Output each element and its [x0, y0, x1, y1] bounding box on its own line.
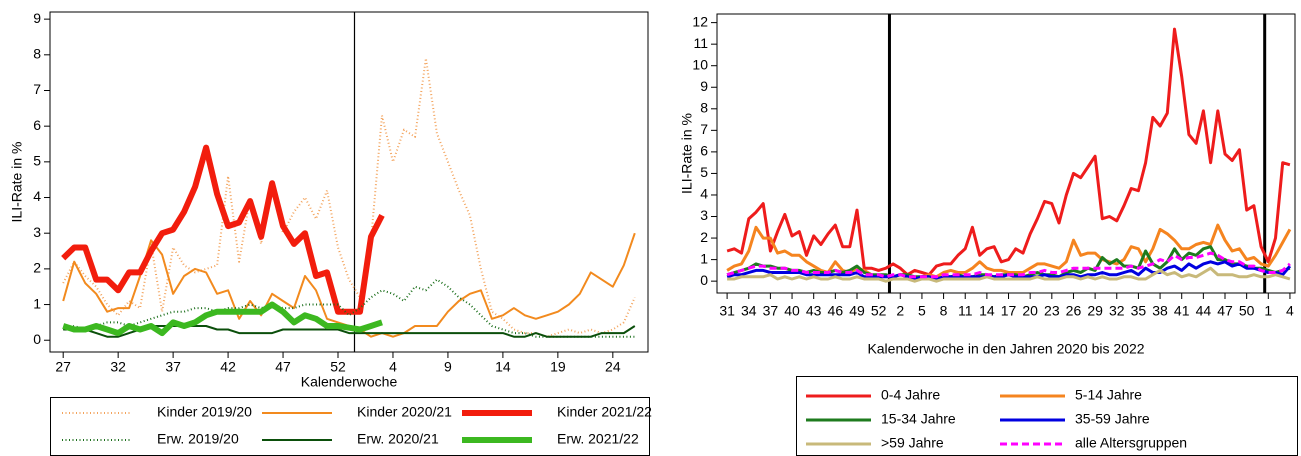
legend-label: 5-14 Jahre — [1075, 387, 1142, 403]
x-tick-label: 47 — [1217, 303, 1233, 319]
x-tick-label: 37 — [165, 359, 181, 375]
series-line — [62, 301, 383, 337]
x-tick-label: 17 — [1001, 303, 1017, 319]
x-tick-label: 52 — [871, 303, 887, 319]
x-tick-label: 49 — [849, 303, 865, 319]
x-tick-label: 52 — [330, 359, 346, 375]
x-tick-label: 24 — [605, 359, 621, 375]
series-line — [726, 251, 1291, 279]
y-tick-label: 1 — [33, 295, 41, 311]
x-tick-label: 29 — [1087, 303, 1103, 319]
y-tick-label: 2 — [33, 260, 41, 276]
x-tick-label: 44 — [1196, 303, 1212, 319]
series-line — [63, 325, 636, 338]
x-tick-label: 14 — [495, 359, 511, 375]
legend-label: Kinder 2020/21 — [357, 404, 452, 420]
y-tick-label: 10 — [692, 56, 708, 72]
legend-label: alle Altersgruppen — [1075, 435, 1187, 451]
x-tick-label: 41 — [1174, 303, 1190, 319]
x-tick-label: 37 — [763, 303, 779, 319]
x-tick-label: 26 — [1066, 303, 1082, 319]
y-tick-label: 1 — [700, 250, 708, 266]
legend-label: >59 Jahre — [881, 435, 944, 451]
legend-label: 15-34 Jahre — [881, 411, 956, 427]
x-tick-label: 27 — [55, 359, 71, 375]
x-tick-label: 38 — [1152, 303, 1168, 319]
y-tick-label: 0 — [700, 272, 708, 288]
x-tick-label: 9 — [444, 359, 452, 375]
y-tick-label: 2 — [700, 229, 708, 245]
series-line — [727, 266, 1291, 283]
legend-label: Erw. 2019/20 — [157, 431, 239, 447]
y-tick-label: 5 — [33, 153, 41, 169]
y-tick-label: 3 — [33, 224, 41, 240]
plot-frame — [49, 11, 649, 353]
x-tick-label: 5 — [918, 303, 926, 319]
y-tick-label: 4 — [33, 188, 41, 204]
legend-box — [796, 376, 1298, 456]
x-tick-label: 32 — [1109, 303, 1125, 319]
x-tick-label: 2 — [896, 303, 904, 319]
y-tick-label: 6 — [33, 117, 41, 133]
x-tick-label: 23 — [1044, 303, 1060, 319]
legend-label: Erw. 2021/22 — [557, 431, 639, 447]
y-axis-label: ILI-Rate in % — [9, 142, 25, 223]
legend-label: Erw. 2020/21 — [357, 431, 439, 447]
y-tick-label: 9 — [33, 10, 41, 26]
x-tick-label: 19 — [550, 359, 566, 375]
x-tick-label: 40 — [784, 303, 800, 319]
legend-label: 35-59 Jahre — [1075, 411, 1150, 427]
x-axis-label: Kalenderwoche — [301, 374, 398, 390]
y-tick-label: 7 — [33, 81, 41, 97]
y-tick-label: 12 — [692, 13, 708, 29]
x-tick-label: 8 — [940, 303, 948, 319]
y-tick-label: 3 — [700, 207, 708, 223]
series-line — [62, 57, 636, 338]
x-tick-label: 32 — [110, 359, 126, 375]
x-axis-label: Kalenderwoche in den Jahren 2020 bis 202… — [867, 341, 1144, 357]
y-axis-label: ILI-Rate in % — [679, 113, 695, 194]
x-tick-label: 11 — [958, 303, 973, 319]
y-tick-label: 6 — [700, 143, 708, 159]
x-tick-label: 14 — [979, 303, 995, 319]
y-tick-label: 7 — [700, 121, 708, 137]
y-tick-label: 5 — [700, 164, 708, 180]
legend-label: 0-4 Jahre — [881, 387, 940, 403]
x-tick-label: 1 — [1264, 303, 1272, 319]
x-tick-label: 47 — [275, 359, 291, 375]
series-line — [726, 223, 1292, 281]
y-tick-label: 8 — [700, 99, 708, 115]
x-tick-label: 43 — [806, 303, 822, 319]
legend-label: Kinder 2021/22 — [557, 404, 652, 420]
plot-frame — [716, 13, 1296, 294]
x-tick-label: 34 — [741, 303, 757, 319]
y-tick-label: 0 — [33, 331, 41, 347]
x-tick-label: 46 — [828, 303, 844, 319]
legend-label: Kinder 2019/20 — [157, 404, 252, 420]
legend-box — [50, 397, 650, 456]
y-tick-label: 4 — [700, 186, 708, 202]
y-tick-label: 11 — [693, 35, 708, 51]
series-line — [62, 232, 636, 338]
y-tick-label: 9 — [700, 78, 708, 94]
x-tick-label: 4 — [1286, 303, 1294, 319]
x-tick-label: 50 — [1239, 303, 1255, 319]
y-tick-label: 8 — [33, 46, 41, 62]
x-tick-label: 42 — [220, 359, 236, 375]
x-tick-label: 31 — [719, 303, 735, 319]
series-line — [62, 278, 635, 338]
series-line — [61, 144, 385, 315]
x-tick-label: 4 — [389, 359, 397, 375]
x-tick-label: 35 — [1131, 303, 1147, 319]
x-tick-label: 20 — [1022, 303, 1038, 319]
series-line — [726, 27, 1291, 277]
